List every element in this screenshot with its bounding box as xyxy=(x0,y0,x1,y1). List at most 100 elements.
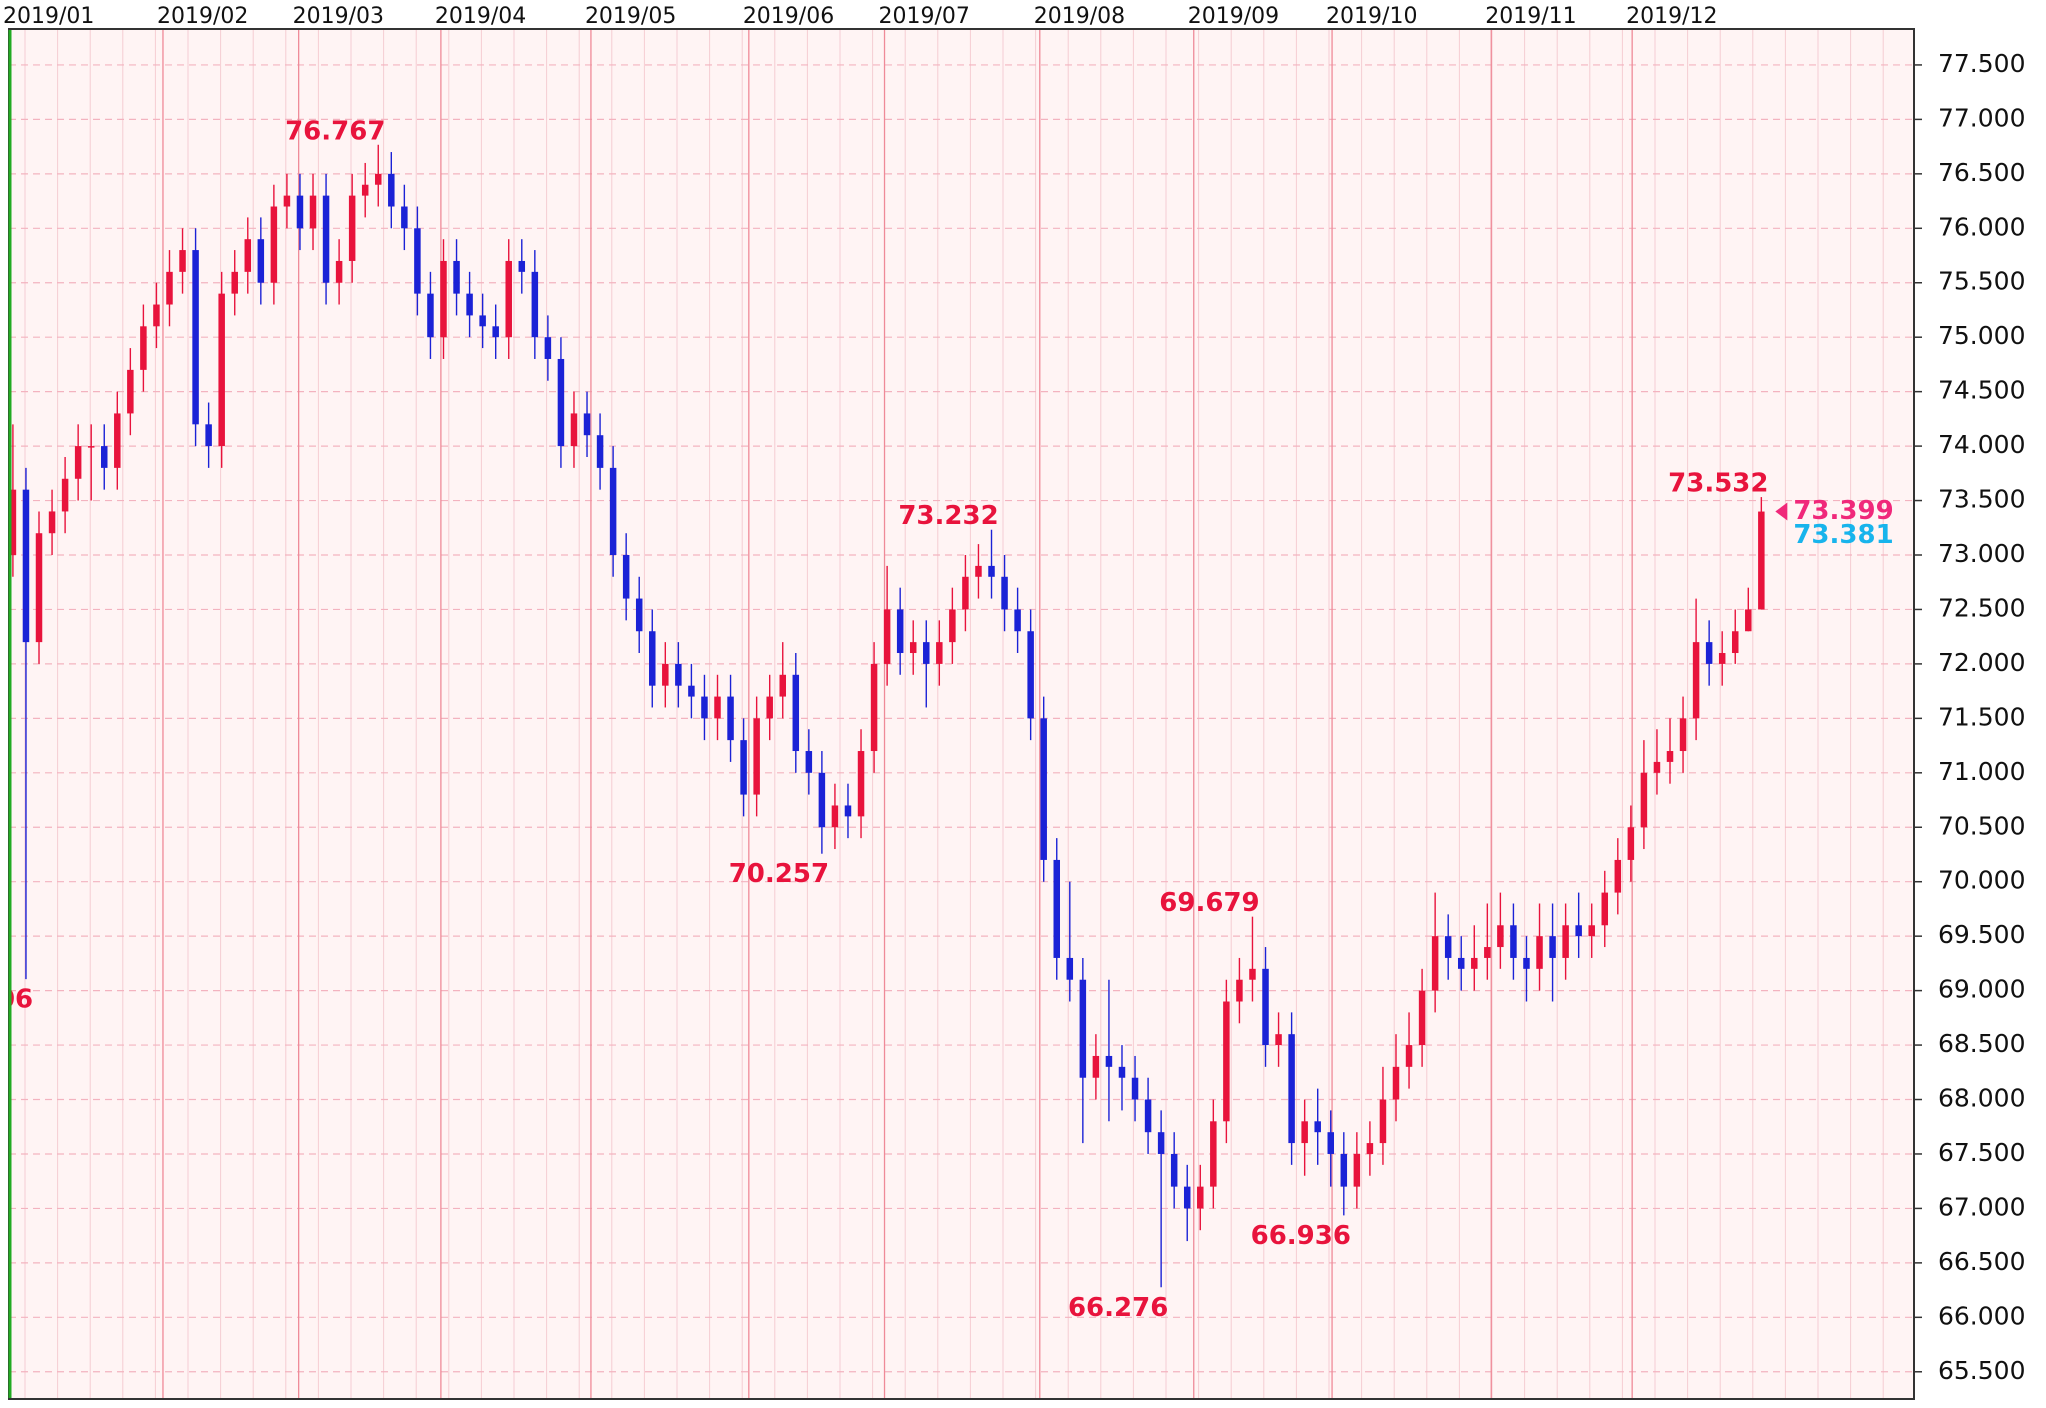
candle-body xyxy=(375,173,382,185)
y-tick-label: 68.500 xyxy=(1938,1029,2025,1058)
candle-body xyxy=(531,271,539,338)
candles xyxy=(9,144,1765,1288)
candle-body xyxy=(596,435,604,468)
candle-body xyxy=(883,609,891,664)
candle-body xyxy=(74,446,82,479)
y-tick-label: 76.000 xyxy=(1938,212,2025,241)
candle-body xyxy=(779,674,786,697)
candle-body xyxy=(61,478,69,512)
candle-body xyxy=(740,740,747,795)
candle-body xyxy=(427,293,434,338)
candle-body xyxy=(923,642,930,664)
price-marker xyxy=(1775,502,1788,521)
y-tick-label: 66.500 xyxy=(1938,1247,2025,1276)
candle-body xyxy=(309,195,317,229)
candle-body xyxy=(1170,1153,1178,1187)
candle-body xyxy=(1731,631,1739,654)
candle-body xyxy=(9,489,17,556)
y-tick-label: 71.000 xyxy=(1938,757,2025,786)
candle-body xyxy=(701,696,708,719)
candle-body xyxy=(492,326,499,338)
y-tick-label: 72.000 xyxy=(1938,648,2025,677)
y-tick-label: 72.500 xyxy=(1938,593,2025,622)
candle-body xyxy=(1379,1099,1387,1144)
candle-body xyxy=(975,565,982,577)
candle-body xyxy=(153,304,160,327)
low-label: 66.936 xyxy=(1251,1221,1351,1251)
candle-body xyxy=(1197,1186,1204,1209)
candle-body xyxy=(949,609,956,643)
axis-labels: 65.500 66.000 66.500 67.000 67.500 68.000 68.5… xyxy=(3,4,2025,1385)
y-tick-label: 73.000 xyxy=(1938,539,2025,568)
candle-body xyxy=(1353,1153,1361,1187)
candle-body xyxy=(1640,772,1648,828)
candle-body xyxy=(466,293,473,316)
y-tick-label: 66.000 xyxy=(1938,1301,2025,1330)
candle-body xyxy=(1340,1153,1348,1187)
annotations: 76.767 73.232 69.679 73.532 69.106 70.257 66.2… xyxy=(9,116,1769,1323)
candle-body xyxy=(1223,1001,1230,1122)
candle-body xyxy=(101,446,108,468)
candle-body xyxy=(766,696,773,719)
candle-body xyxy=(662,663,669,686)
price-label: 73.399 xyxy=(1793,496,1893,526)
candle-body xyxy=(1431,936,1439,991)
candle-body xyxy=(909,642,917,654)
candle-body xyxy=(114,413,121,468)
candle-body xyxy=(1523,957,1530,969)
y-tick-label: 74.000 xyxy=(1938,430,2025,459)
x-tick-label: 2019/03 xyxy=(293,4,384,29)
candle-body xyxy=(22,489,30,643)
candle-body xyxy=(140,326,147,370)
candle-body xyxy=(1144,1099,1152,1133)
y-tick-label: 69.500 xyxy=(1938,920,2025,949)
candle-body xyxy=(440,260,447,338)
x-tick-label: 2019/12 xyxy=(1626,4,1717,29)
candle-body xyxy=(1249,968,1256,980)
candle-body xyxy=(1314,1121,1321,1133)
candle-body xyxy=(1040,718,1047,860)
candle-body xyxy=(335,260,343,283)
plot-area xyxy=(9,29,1914,1399)
x-tick-label: 2019/11 xyxy=(1485,4,1576,29)
candle-body xyxy=(831,805,839,828)
candle-body xyxy=(205,424,212,447)
y-tick-label: 68.000 xyxy=(1938,1084,2025,1113)
candle-body xyxy=(1079,979,1087,1078)
high-label: 76.767 xyxy=(285,116,385,146)
candle-body xyxy=(1457,957,1465,969)
candle-body xyxy=(244,239,252,272)
candle-body xyxy=(870,663,878,752)
candle-body xyxy=(1666,751,1674,762)
candle-body xyxy=(1001,576,1008,610)
low-label: 70.257 xyxy=(729,859,829,889)
candle-body xyxy=(857,751,865,817)
candle-body xyxy=(844,805,852,817)
high-label: 69.679 xyxy=(1159,888,1259,918)
candle-body xyxy=(1105,1055,1113,1067)
candle-body xyxy=(1601,892,1609,926)
candle-body xyxy=(557,358,565,447)
candle-body xyxy=(270,206,278,283)
y-tick-label: 77.500 xyxy=(1938,49,2025,78)
candle-body xyxy=(414,228,421,294)
low-label: 66.276 xyxy=(1068,1293,1168,1323)
candle-body xyxy=(48,511,56,534)
x-tick-label: 2019/06 xyxy=(743,4,834,29)
candle-body xyxy=(1653,761,1661,773)
grid xyxy=(8,29,1914,1399)
candle-body xyxy=(649,631,656,686)
candle-body xyxy=(609,467,617,556)
candle-body xyxy=(1588,925,1595,937)
candle-body xyxy=(1236,979,1243,1002)
candle-body xyxy=(1497,925,1504,948)
candle-body xyxy=(479,315,486,327)
candle-body xyxy=(1549,936,1556,958)
x-tick-label: 2019/04 xyxy=(435,4,526,29)
y-tick-label: 76.500 xyxy=(1938,158,2025,187)
candle-body xyxy=(1118,1066,1126,1078)
candle-body xyxy=(453,260,460,294)
candle-body xyxy=(1758,511,1765,610)
candle-body xyxy=(401,206,408,229)
